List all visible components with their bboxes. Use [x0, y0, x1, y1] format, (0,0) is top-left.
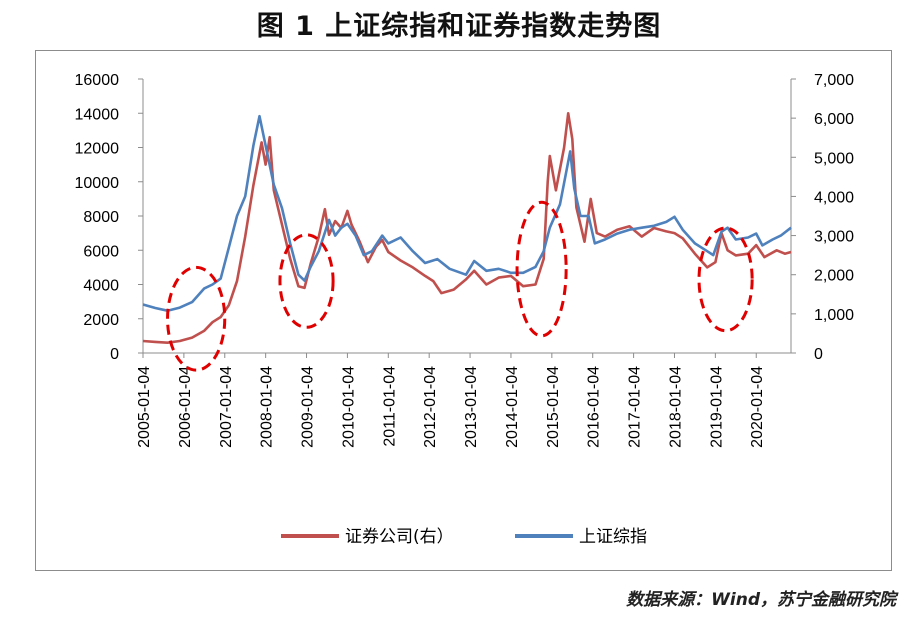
x-tick-label: 2007-01-04 — [218, 366, 235, 448]
legend-label-2: 上证综指 — [579, 527, 647, 547]
x-tick-label: 2017-01-04 — [627, 366, 644, 448]
x-tick-label: 2020-01-04 — [749, 366, 766, 448]
x-tick-label: 2015-01-04 — [545, 366, 562, 448]
x-tick-label: 2019-01-04 — [708, 366, 725, 448]
x-tick-label: 2013-01-04 — [463, 366, 480, 448]
chart-frame — [35, 50, 892, 571]
highlight-ellipse-1 — [166, 265, 227, 372]
right-tick-label: 4,000 — [814, 189, 854, 206]
x-tick-label: 2010-01-04 — [340, 366, 357, 448]
left-tick-label: 6000 — [83, 243, 119, 260]
left-tick-label: 2000 — [83, 312, 119, 329]
x-tick-label: 2016-01-04 — [586, 366, 603, 448]
x-tick-label: 2008-01-04 — [259, 366, 276, 448]
right-tick-label: 0 — [814, 346, 823, 363]
right-tick-label: 1,000 — [814, 307, 854, 324]
highlight-ellipse-2 — [278, 233, 335, 329]
x-tick-label: 2011-01-04 — [381, 366, 398, 447]
right-tick-label: 5,000 — [814, 150, 854, 167]
x-tick-label: 2014-01-04 — [504, 366, 521, 448]
left-tick-label: 10000 — [75, 175, 120, 192]
highlight-ellipse-4 — [697, 226, 754, 333]
chart-title: 图 1 上证综指和证券指数走势图 — [256, 11, 662, 42]
left-tick-label: 16000 — [75, 72, 120, 89]
left-tick-label: 12000 — [75, 141, 120, 158]
left-tick-label: 0 — [110, 346, 119, 363]
right-tick-label: 2,000 — [814, 268, 854, 285]
left-tick-label: 8000 — [83, 209, 119, 226]
data-source-note: 数据来源：Wind，苏宁金融研究院 — [626, 590, 896, 610]
x-tick-label: 2018-01-04 — [667, 366, 684, 448]
x-tick-label: 2006-01-04 — [177, 366, 194, 448]
x-tick-label: 2005-01-04 — [136, 366, 153, 448]
x-tick-label: 2012-01-04 — [422, 366, 439, 448]
x-tick-label: 2009-01-04 — [300, 366, 317, 448]
right-tick-label: 6,000 — [814, 111, 854, 128]
right-tick-label: 7,000 — [814, 72, 854, 89]
right-tick-label: 3,000 — [814, 229, 854, 246]
left-tick-label: 14000 — [75, 106, 120, 123]
legend-label-1: 证券公司(右） — [345, 527, 454, 547]
series-line-1 — [142, 112, 792, 344]
left-tick-label: 4000 — [83, 278, 119, 295]
highlight-ellipse-3 — [515, 200, 568, 338]
series-line-2 — [142, 114, 792, 312]
